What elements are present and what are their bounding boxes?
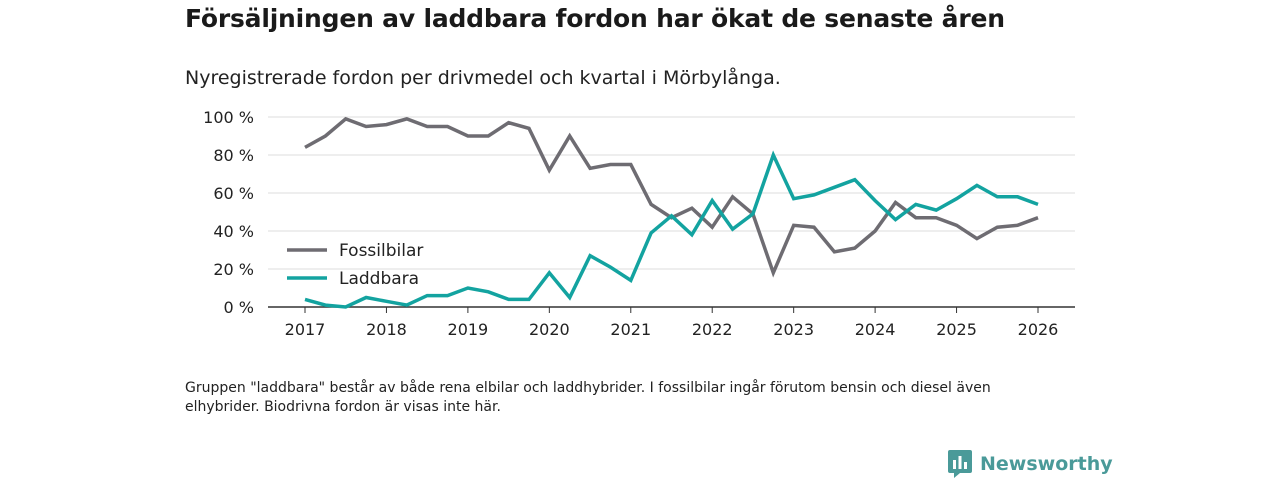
- chart-title: Försäljningen av laddbara fordon har öka…: [185, 4, 1005, 33]
- series-lines: [304, 116, 1039, 309]
- x-tick-label: 2022: [692, 320, 733, 339]
- x-tick-label: 2020: [529, 320, 570, 339]
- series-line-laddbara: [304, 150, 1039, 309]
- newsworthy-logo-icon: [948, 450, 972, 478]
- x-tick-label: 2024: [855, 320, 896, 339]
- brand-name: Newsworthy: [980, 453, 1113, 475]
- x-tick-label: 2021: [610, 320, 651, 339]
- y-tick-label: 80 %: [213, 146, 254, 165]
- legend-label: Laddbara: [339, 269, 419, 289]
- brand-logo: Newsworthy: [948, 450, 1113, 478]
- chart-subtitle: Nyregistrerade fordon per drivmedel och …: [185, 67, 781, 89]
- x-tick-label: 2026: [1018, 320, 1059, 339]
- y-tick-label: 0 %: [224, 298, 254, 317]
- x-tick-label: 2019: [448, 320, 489, 339]
- y-tick-label: 40 %: [213, 222, 254, 241]
- x-tick-label: 2018: [366, 320, 407, 339]
- gridlines: [268, 116, 1075, 270]
- legend-label: Fossilbilar: [339, 241, 423, 261]
- x-tick-label: 2025: [936, 320, 977, 339]
- line-chart: 0 % 20 % 40 % 60 % 80 % 100 % 2017 2018 2019 202…: [203, 108, 1075, 339]
- y-axis-ticks: 0 % 20 % 40 % 60 % 80 % 100 %: [203, 108, 254, 317]
- y-tick-label: 60 %: [213, 184, 254, 203]
- x-tick-label: 2017: [285, 320, 326, 339]
- legend: Fossilbilar Laddbara: [287, 241, 423, 289]
- x-axis: 2017 2018 2019 2020 2021 2022 2023 2024 2025 2026: [268, 306, 1075, 339]
- x-tick-label: 2023: [773, 320, 814, 339]
- y-tick-label: 20 %: [213, 260, 254, 279]
- y-tick-label: 100 %: [203, 108, 254, 127]
- footnote: Gruppen "laddbara" består av både rena e…: [185, 380, 991, 415]
